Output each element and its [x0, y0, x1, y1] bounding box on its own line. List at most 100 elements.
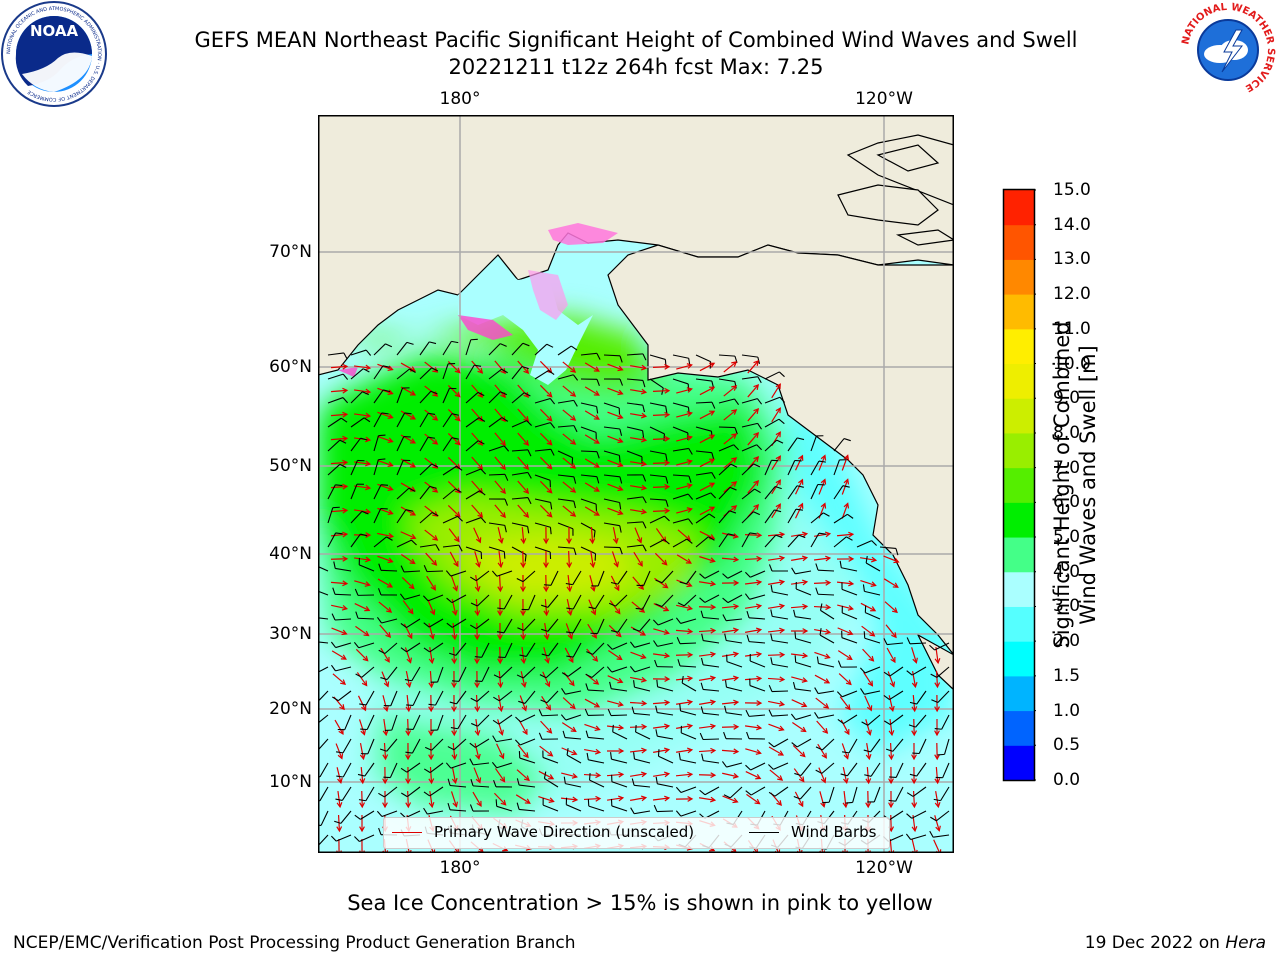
wave-direction-arrow: [747, 408, 759, 422]
wave-direction-arrowhead: [824, 628, 832, 635]
wave-direction-arrowhead: [497, 562, 504, 569]
wind-barb-flag: [549, 527, 552, 535]
wave-direction-arrowhead: [640, 795, 648, 802]
wind-barb-flag: [423, 622, 430, 628]
wind-barb-flag: [429, 485, 437, 489]
wind-barb: [373, 343, 386, 356]
wind-barb: [589, 779, 605, 788]
wind-barb: [865, 612, 881, 620]
wind-barb-flag: [355, 673, 363, 678]
wave-direction-arrow: [447, 384, 461, 398]
wind-barb-flag: [655, 776, 658, 784]
wind-barb: [634, 642, 651, 648]
wind-barb: [749, 660, 766, 668]
wave-direction-arrowhead: [589, 538, 596, 545]
wind-barb: [318, 617, 329, 620]
wave-direction-arrowhead: [340, 654, 347, 660]
sea-ice-bering: [528, 270, 568, 320]
wave-direction-arrowhead: [801, 701, 808, 708]
wind-barb-flag: [339, 463, 347, 468]
wave-direction-arrow: [429, 647, 433, 663]
wave-direction-arrowhead: [523, 368, 530, 374]
wave-direction-arrow: [560, 797, 578, 801]
wave-direction-arrowhead: [753, 503, 760, 510]
wind-barb: [889, 666, 904, 677]
wave-direction-arrowhead: [824, 653, 831, 660]
wind-barb-flag: [354, 588, 359, 596]
wind-barb: [541, 714, 559, 717]
wind-barb: [795, 661, 812, 668]
wave-direction-arrowhead: [755, 774, 762, 780]
wave-direction-arrowhead: [756, 579, 763, 586]
wave-direction-arrowhead: [451, 658, 458, 665]
wave-direction-arrow: [541, 695, 551, 711]
wave-direction-arrowhead: [431, 559, 438, 566]
wind-barb-flag: [823, 512, 830, 517]
wind-barb-flag: [383, 389, 391, 393]
wind-barb: [841, 690, 858, 698]
wave-direction-arrow: [767, 677, 785, 681]
wave-direction-arrow: [451, 767, 457, 783]
wind-barb-flag: [768, 709, 773, 717]
wind-barb: [319, 786, 329, 802]
wave-direction-arrow: [494, 480, 506, 494]
wave-direction-arrowhead: [686, 363, 693, 369]
wave-direction-arrowhead: [617, 461, 624, 468]
wind-barb: [587, 689, 605, 692]
wave-direction-arrow: [792, 722, 806, 732]
wind-barb-flag: [585, 673, 593, 678]
lat-tick-60n: 60°N: [269, 357, 312, 377]
wind-barb: [519, 757, 536, 764]
wind-barb-flag: [593, 530, 596, 538]
wave-direction-arrowhead: [546, 463, 553, 470]
date-stamp: 19 Dec 2022 on Hera: [1085, 933, 1266, 953]
wind-barb: [337, 690, 352, 702]
wave-direction-arrow: [383, 718, 387, 736]
wind-barb-flag: [906, 637, 911, 645]
wave-direction-arrowhead: [570, 367, 577, 373]
wave-direction-arrowhead: [363, 630, 370, 637]
wind-barb: [528, 594, 536, 610]
wind-barb-flag: [837, 660, 842, 668]
wind-barb: [833, 459, 840, 476]
wind-barb: [841, 612, 858, 620]
wave-direction-arrow: [517, 384, 529, 398]
wave-direction-arrow: [677, 529, 691, 541]
wave-direction-arrow: [494, 504, 506, 518]
wind-barb-flag: [653, 804, 658, 812]
wave-direction-arrow: [611, 551, 619, 567]
wind-barb: [626, 402, 643, 406]
wind-barb: [764, 509, 775, 524]
wave-direction-arrow: [493, 792, 507, 806]
wind-barb-flag: [633, 752, 636, 760]
wave-direction-arrow: [745, 771, 761, 779]
wind-barb-flag: [790, 713, 797, 720]
colorbar-segment: [1004, 398, 1034, 434]
wave-direction-arrow: [562, 457, 576, 469]
wave-direction-arrowhead: [523, 440, 530, 446]
wind-barb: [749, 685, 766, 692]
wind-barb-flag: [797, 437, 805, 441]
wind-barb: [327, 439, 341, 452]
wind-barb: [318, 565, 329, 572]
wave-direction-arrow: [888, 695, 894, 711]
sea-ice-coast: [338, 315, 513, 377]
colorbar-segment: [1004, 294, 1034, 330]
wind-barb-flag: [423, 768, 431, 774]
wave-direction-arrow: [331, 604, 347, 610]
wave-direction-arrowhead: [500, 440, 506, 447]
wind-barb: [557, 498, 574, 502]
wave-direction-arrow: [354, 603, 370, 611]
wind-barb-flag: [768, 684, 773, 692]
wind-barb-flag: [358, 799, 366, 802]
wind-barb-flag: [619, 355, 623, 363]
wind-barb-flag: [400, 767, 408, 773]
wind-barb: [772, 639, 789, 644]
wave-direction-arrow: [447, 408, 461, 422]
wave-direction-arrow: [889, 718, 893, 736]
wind-barb: [642, 594, 651, 610]
wave-direction-arrowhead: [341, 629, 348, 636]
wind-barb: [488, 473, 506, 476]
lat-tick-40n: 40°N: [269, 544, 312, 564]
wind-barb: [704, 594, 720, 603]
